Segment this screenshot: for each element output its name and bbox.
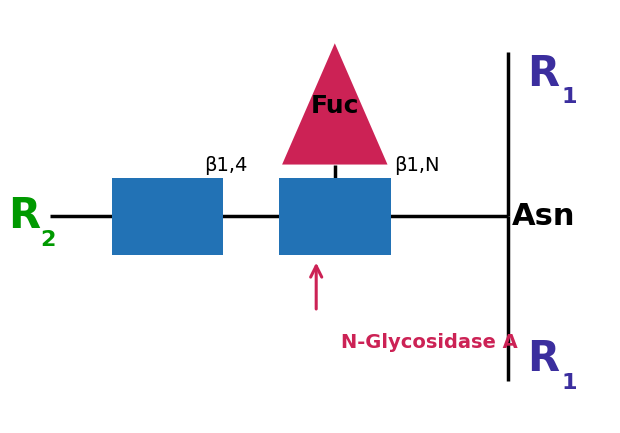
Text: 2: 2 — [40, 230, 56, 250]
Bar — [279, 178, 391, 255]
Text: β1,N: β1,N — [394, 156, 439, 175]
Bar — [112, 178, 223, 255]
Text: 1: 1 — [561, 87, 577, 107]
Text: N-Glycosidase A: N-Glycosidase A — [341, 333, 518, 352]
Text: R: R — [527, 339, 559, 380]
Text: Fuc: Fuc — [311, 94, 359, 118]
Text: 1: 1 — [561, 373, 577, 393]
Text: R: R — [527, 53, 559, 94]
Text: β1,4: β1,4 — [205, 156, 248, 175]
Text: Asn: Asn — [512, 202, 575, 231]
Polygon shape — [282, 43, 388, 165]
Text: R: R — [8, 196, 40, 237]
